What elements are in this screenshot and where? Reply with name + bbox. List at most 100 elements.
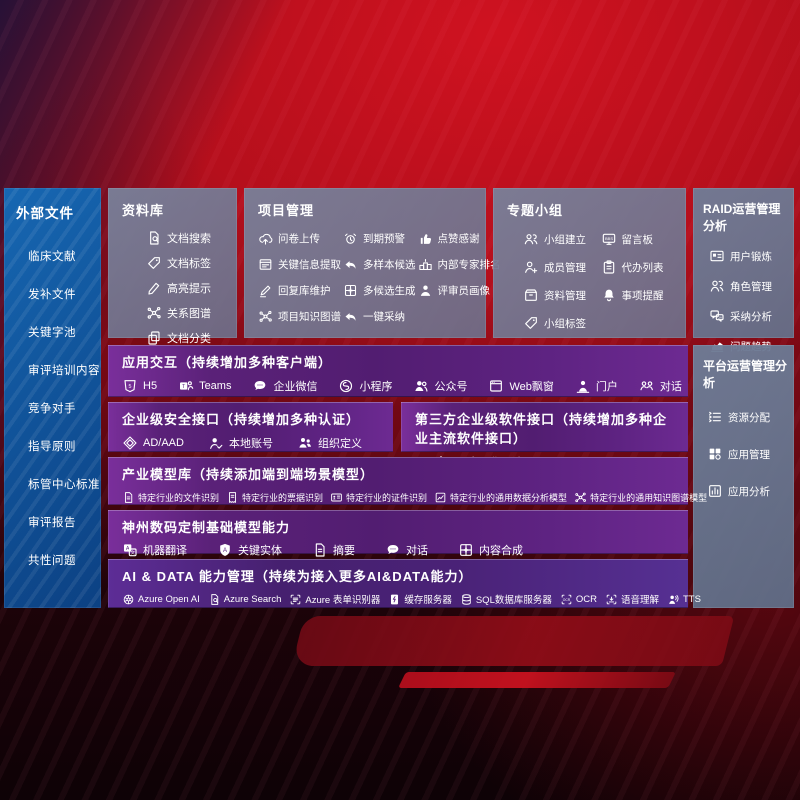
service-label: 语音理解 xyxy=(620,595,659,606)
external-file-item: 共性问题 xyxy=(28,552,101,568)
tts-icon xyxy=(667,593,680,606)
mini-program-icon xyxy=(338,378,354,394)
feature-item: 文档分类 xyxy=(146,330,227,346)
svg-text:文: 文 xyxy=(130,549,135,556)
model-item: 特定行业的通用知识图谱模型 xyxy=(574,491,707,504)
feature-item: 角色管理 xyxy=(709,278,788,294)
feature-label: 采纳分析 xyxy=(730,310,772,323)
external-file-item: 标管中心标准 xyxy=(28,476,101,492)
teams-icon: T xyxy=(178,378,194,394)
feature-item: 事项提醒 xyxy=(601,287,677,303)
feature-label: 文档分类 xyxy=(167,333,211,345)
feature-item: 内部专家排名 xyxy=(418,257,501,272)
feature-label: 多候选生成 xyxy=(363,285,416,297)
auth-item: 本地账号 xyxy=(208,435,273,451)
feature-item: 成员管理 xyxy=(523,259,599,275)
feature-item: 一键采纳 xyxy=(343,309,416,324)
feature-label: 点赞感谢 xyxy=(437,233,480,245)
feature-item: 问卷上传 xyxy=(258,231,341,246)
feature-label: 内部专家排名 xyxy=(437,259,501,271)
capability-label: 对话 xyxy=(406,545,428,557)
service-item: TTS xyxy=(667,593,701,606)
network-icon xyxy=(258,309,273,324)
feature-item: 应用分析 xyxy=(707,483,788,499)
auth-item: 组织定义 xyxy=(297,435,362,451)
feature-label: 资料管理 xyxy=(544,289,586,302)
cloud-upload-icon xyxy=(258,231,273,246)
external-file-item: 指导原则 xyxy=(28,438,101,454)
bbs-icon: BBS xyxy=(601,231,617,247)
form-scan-icon xyxy=(289,593,302,606)
tag-icon xyxy=(146,255,162,271)
feature-label: 项目知识图谱 xyxy=(278,311,341,323)
model-label: 特定行业的文件识别 xyxy=(138,493,220,503)
feature-label: 多样本候选 xyxy=(363,259,416,271)
model-item: 特定行业的通用数据分析模型 xyxy=(434,491,567,504)
service-item: 缓存服务器 xyxy=(388,592,452,606)
client-item: 小程序 xyxy=(338,378,392,394)
feature-label: 回复库维护 xyxy=(278,285,331,297)
service-label: Azure Open AI xyxy=(138,593,200,605)
box-knowledge-base: 资料库 文档搜索 文档标签 高亮提示 xyxy=(108,188,237,345)
list-sliders-icon xyxy=(707,409,723,425)
external-file-label: 指导原则 xyxy=(28,441,76,453)
service-item: Azure Open AI xyxy=(122,593,200,606)
feature-label: 问卷上传 xyxy=(278,233,320,245)
org-people-icon xyxy=(297,435,313,451)
podium-icon xyxy=(418,257,433,272)
capability-item: 摘要 xyxy=(312,542,355,558)
archive-icon xyxy=(523,287,539,303)
row-security-api: 企业级安全接口（持续增加多种认证） AD/AAD 本地账号 组织定义 xyxy=(108,402,393,452)
bell-icon xyxy=(601,287,617,303)
svg-text:OCR: OCR xyxy=(563,597,571,601)
feature-label: 角色管理 xyxy=(730,280,772,293)
shield-a-icon: A xyxy=(217,542,233,558)
row-app-interaction: 应用交互（持续增加多种客户端） 5 H5 T Teams 企业微信 xyxy=(108,345,688,397)
feature-label: 文档搜索 xyxy=(167,233,211,245)
tag-icon xyxy=(523,315,539,331)
feature-item: 文档搜索 xyxy=(146,230,227,246)
client-item: 企业微信 xyxy=(252,378,317,394)
feature-item: 代办列表 xyxy=(601,259,677,275)
row-title: 产业模型库（持续添加端到端场景模型） xyxy=(122,467,375,482)
feature-item: 关系图谱 xyxy=(146,305,227,321)
feature-label: 高亮提示 xyxy=(167,283,211,295)
feature-item: 用户锻炼 xyxy=(709,248,788,264)
svg-text:BBS: BBS xyxy=(604,236,612,241)
box-title: RAID运营管理分析 xyxy=(703,202,781,233)
speech-icon xyxy=(605,593,618,606)
box-topic-groups: 专题小组 小组建立 BBS 留言板 成员管理 xyxy=(493,188,686,338)
feature-label: 关系图谱 xyxy=(167,308,211,320)
model-item: 特定行业的票据识别 xyxy=(226,491,323,504)
reply-arrow-icon xyxy=(343,309,358,324)
row-ai-data: AI & DATA 能力管理（持续为接入更多AI&DATA能力） Azure O… xyxy=(108,559,701,608)
official-account-icon xyxy=(413,378,429,394)
auth-item: AD/AAD xyxy=(122,435,184,451)
client-label: 企业微信 xyxy=(273,381,318,393)
feature-item: 高亮提示 xyxy=(146,280,227,296)
svg-text:A: A xyxy=(223,548,227,554)
feature-label: 留言板 xyxy=(621,233,654,246)
pen-icon xyxy=(258,283,273,298)
model-label: 特定行业的通用知识图谱模型 xyxy=(590,493,708,503)
service-label: SQL数据库服务器 xyxy=(475,595,552,606)
person-check-icon xyxy=(208,435,224,451)
receipt-icon xyxy=(226,491,239,504)
service-label: TTS xyxy=(683,593,701,605)
row-title: AI & DATA 能力管理（持续为接入更多AI&DATA能力） xyxy=(122,569,473,584)
person-add-icon xyxy=(523,259,539,275)
external-file-item: 发补文件 xyxy=(28,286,101,302)
knowledge-base-items: 文档搜索 文档标签 高亮提示 关系图谱 xyxy=(122,219,227,346)
doc-search-icon xyxy=(146,230,162,246)
service-item: 语音理解 xyxy=(605,592,659,606)
external-file-label: 关键字池 xyxy=(28,327,76,339)
external-file-label: 标管中心标准 xyxy=(28,479,100,491)
users-icon xyxy=(523,231,539,247)
external-file-item: 临床文献 xyxy=(28,248,101,264)
image-chart-icon xyxy=(434,491,447,504)
reply-arrow-icon xyxy=(343,257,358,272)
external-file-item: 关键字池 xyxy=(28,324,101,340)
security-api-items: AD/AAD 本地账号 组织定义 xyxy=(122,435,381,451)
